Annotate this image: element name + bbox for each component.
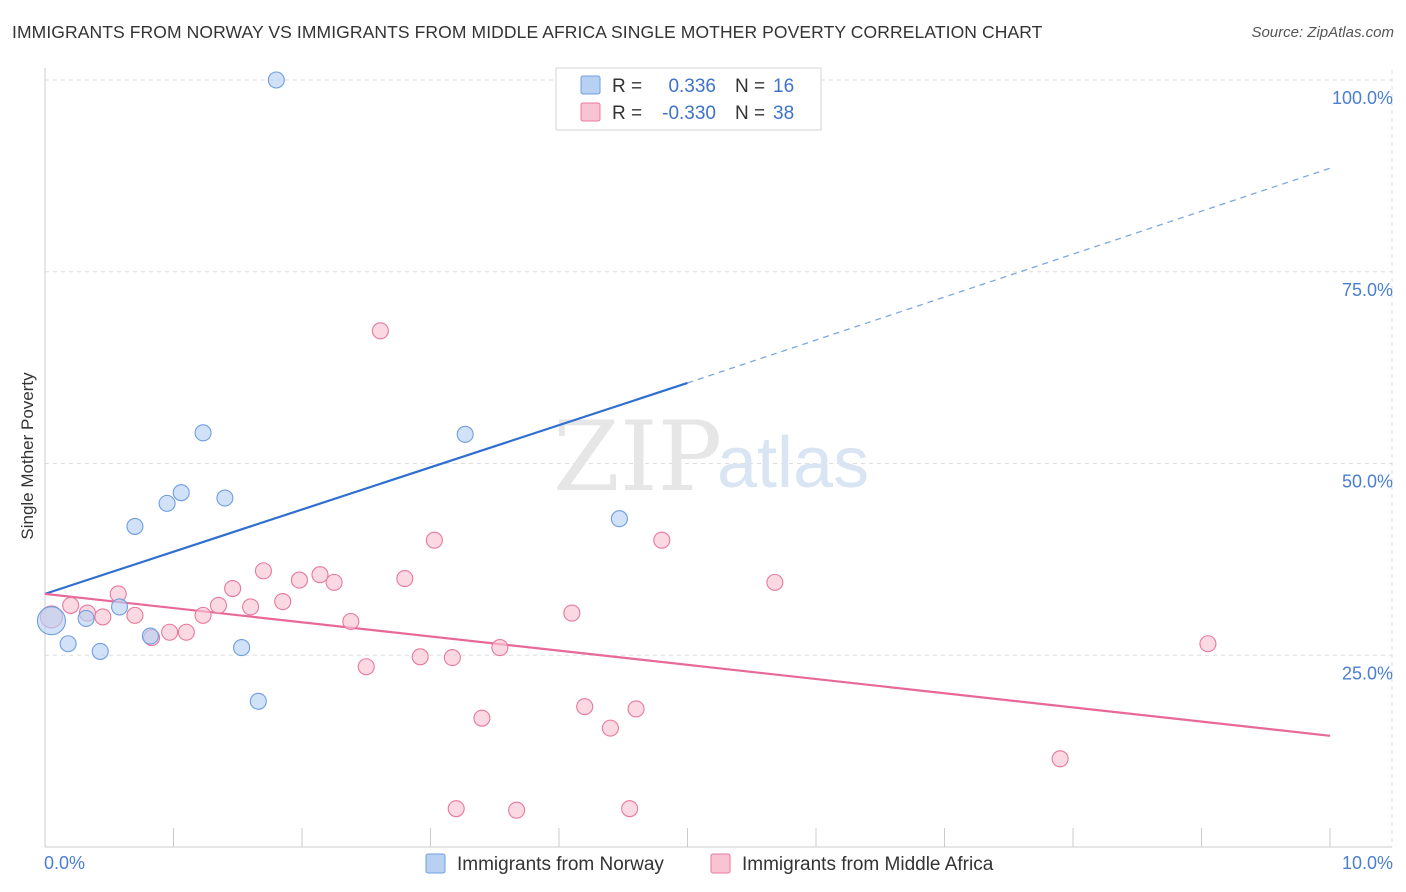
data-point-middle-africa (242, 598, 260, 616)
stats-r-label-norway: R = (612, 76, 642, 97)
trend-lines (44, 167, 1331, 737)
data-point-middle-africa (627, 700, 645, 718)
data-point-norway (216, 489, 234, 507)
legend-label-norway: Immigrants from Norway (457, 854, 664, 875)
watermark-zip: ZIP (553, 401, 722, 513)
data-point-middle-africa (508, 801, 526, 819)
y-tick-label-50: 50.0% (1342, 472, 1393, 492)
data-point-norway (36, 606, 66, 636)
data-point-middle-africa (447, 800, 465, 818)
data-point-middle-africa (473, 709, 491, 727)
data-point-middle-africa (209, 596, 228, 614)
data-point-middle-africa (1199, 635, 1217, 653)
data-point-middle-africa (194, 606, 212, 624)
data-point-middle-africa (290, 571, 308, 589)
data-point-middle-africa (357, 658, 375, 676)
legend-label-middle-africa: Immigrants from Middle Africa (742, 854, 994, 875)
data-point-norway (126, 517, 144, 535)
data-point-middle-africa (311, 566, 329, 584)
data-point-middle-africa (224, 579, 242, 598)
data-point-middle-africa (274, 593, 292, 611)
y-tick-labels: 25.0% 50.0% 75.0% 100.0% (1332, 88, 1393, 683)
data-point-middle-africa (601, 719, 619, 737)
stats-legend: R = 0.336 N = 16 R = -0.330 N = 38 (555, 67, 822, 131)
y-tick-label-100: 100.0% (1332, 88, 1393, 108)
bottom-legend: Immigrants from Norway Immigrants from M… (425, 853, 994, 875)
stats-n-label-norway: N = (735, 76, 765, 97)
axes (44, 68, 1392, 848)
stats-n-label-middle-africa: N = (735, 103, 765, 124)
data-point-middle-africa (254, 562, 273, 580)
data-point-middle-africa (576, 698, 594, 716)
data-point-middle-africa (411, 648, 429, 666)
data-point-norway (267, 71, 285, 89)
data-point-norway (249, 692, 267, 710)
x-tick-label-max: 10.0% (1342, 853, 1393, 873)
stats-n-value-middle-africa: 38 (773, 103, 794, 124)
stats-swatch-middle-africa (580, 102, 601, 122)
data-point-middle-africa (161, 623, 179, 641)
data-point-middle-africa (342, 612, 360, 631)
data-point-norway (77, 609, 95, 627)
stats-swatch-norway (580, 75, 601, 95)
data-point-norway (110, 598, 129, 616)
data-point-middle-africa (126, 606, 144, 624)
data-point-middle-africa (766, 573, 784, 591)
data-point-norway (59, 635, 77, 653)
trend-line-norway (44, 381, 688, 595)
y-axis-label: Single Mother Poverty (18, 372, 37, 540)
data-point-middle-africa (563, 604, 581, 622)
legend-swatch-norway (425, 853, 446, 874)
data-point-middle-africa (621, 800, 639, 818)
data-point-middle-africa (491, 639, 509, 657)
data-point-norway (194, 424, 212, 442)
data-point-norway (233, 639, 251, 657)
x-tick-labels: 0.0% 10.0% (44, 853, 1393, 873)
data-point-norway (158, 494, 176, 512)
data-point-middle-africa (425, 531, 443, 549)
legend-swatch-middle-africa (710, 853, 731, 874)
watermark-atlas: atlas (717, 423, 869, 503)
data-point-middle-africa (653, 531, 671, 549)
stats-r-value-norway: 0.336 (668, 76, 716, 97)
data-point-middle-africa (325, 573, 343, 591)
chart-title: IMMIGRANTS FROM NORWAY VS IMMIGRANTS FRO… (12, 22, 1043, 42)
data-points (36, 71, 1217, 819)
trend-line-norway-extension (687, 167, 1331, 384)
data-point-norway (610, 510, 628, 528)
stats-r-value-middle-africa: -0.330 (662, 103, 716, 124)
data-point-middle-africa (371, 322, 389, 340)
data-point-norway (172, 484, 190, 502)
stats-n-value-norway: 16 (773, 76, 794, 97)
stats-r-label-middle-africa: R = (612, 103, 642, 124)
y-tick-label-25: 25.0% (1342, 663, 1393, 683)
x-tick-label-min: 0.0% (44, 853, 85, 873)
data-point-middle-africa (62, 596, 80, 614)
data-point-norway (141, 627, 159, 645)
data-point-middle-africa (1051, 750, 1069, 768)
source-label: Source: ZipAtlas.com (1251, 24, 1394, 41)
data-point-middle-africa (177, 623, 195, 641)
data-point-middle-africa (94, 608, 112, 626)
data-point-middle-africa (443, 649, 461, 667)
data-point-middle-africa (396, 569, 414, 588)
data-point-norway (456, 425, 474, 443)
y-tick-label-75: 75.0% (1342, 280, 1393, 300)
watermark: ZIP atlas (553, 401, 869, 513)
trend-line-middle-africa (44, 592, 1331, 737)
data-point-norway (91, 642, 109, 660)
